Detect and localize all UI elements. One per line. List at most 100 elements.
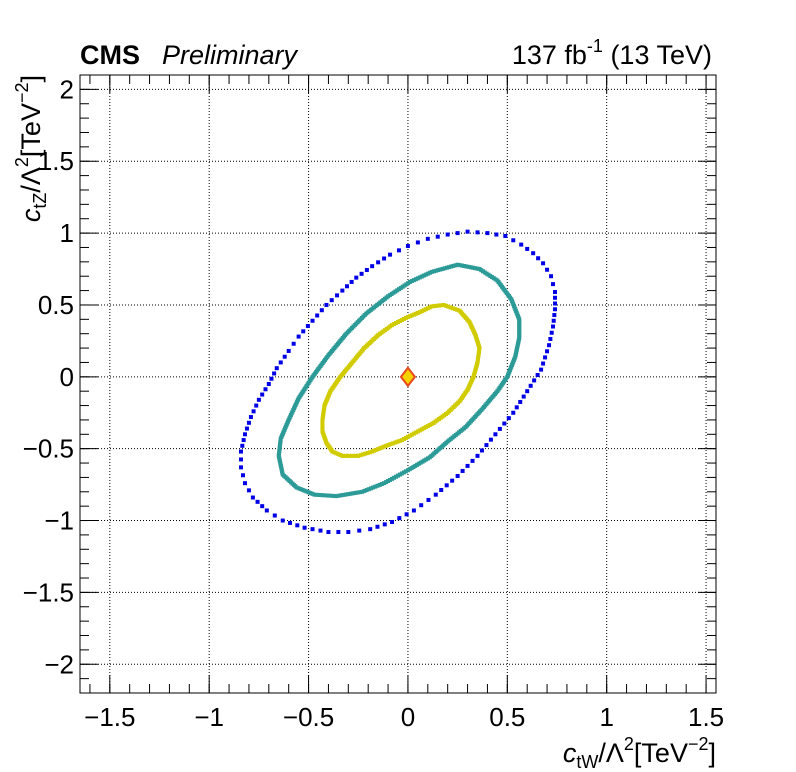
contour-point [435, 234, 440, 239]
contour-point [532, 378, 537, 383]
y-tick-label: 1.5 [38, 146, 74, 176]
contour-point [260, 392, 265, 397]
contour-point [415, 240, 420, 245]
contour-point [444, 483, 449, 488]
contour-point [357, 528, 362, 533]
contour-point [525, 389, 530, 394]
axis-ticks [80, 74, 716, 694]
y-tick-label: 2 [60, 74, 74, 104]
contour-point [442, 266, 447, 271]
contour-point [460, 468, 465, 473]
contour-point [305, 324, 310, 329]
y-tick-label: 0 [60, 362, 74, 392]
y-axis-label: ctZ/Λ2[TeV−2] [12, 75, 50, 222]
contour-point [497, 426, 502, 431]
lumi-label: 137 fb-1 (13 TeV) [512, 36, 712, 70]
contour-point [363, 451, 368, 456]
contour-point [341, 492, 346, 497]
contour-point [382, 481, 387, 486]
experiment-label: CMS [80, 40, 140, 70]
contour-point [371, 485, 376, 490]
contour-point [266, 382, 271, 386]
contour-point [436, 268, 441, 273]
lumi-energy: (13 TeV) [603, 40, 712, 70]
contour-point [302, 525, 307, 530]
contour-point [246, 420, 251, 425]
contour-point [447, 265, 452, 270]
contour-point [368, 527, 373, 532]
contour-point [318, 528, 323, 533]
contour-point [356, 453, 361, 458]
contour-point [346, 492, 351, 497]
contour-point [551, 282, 556, 287]
contour-point [395, 439, 400, 444]
contour-point [438, 267, 443, 272]
contour-point [521, 394, 526, 399]
contour-point [468, 265, 473, 270]
contour-point [360, 489, 365, 494]
contour-point [446, 304, 451, 309]
contour-point [444, 265, 449, 270]
contour-point [549, 330, 554, 335]
best-fit-marker [399, 366, 417, 388]
contour-point [518, 399, 523, 404]
contour-point [393, 440, 398, 445]
contour-point [364, 488, 369, 493]
contour-point [280, 518, 285, 523]
contour-point [455, 231, 460, 236]
contour-point [503, 233, 508, 238]
contour-point [365, 450, 370, 455]
x-axis-label-close: ] [708, 738, 716, 768]
contour-point [278, 360, 283, 365]
contour-point [364, 267, 369, 272]
contour-point [315, 313, 320, 318]
contour-point [396, 248, 401, 253]
contour-point [296, 334, 301, 339]
contour-point [355, 490, 360, 495]
contour-point [553, 295, 558, 300]
contour-point [240, 473, 245, 478]
contour-point [288, 520, 293, 525]
contour-point [324, 493, 329, 498]
contour-point [488, 437, 493, 442]
contour-point [547, 343, 552, 348]
contour-point [286, 348, 291, 353]
contour-point [514, 405, 519, 410]
contour-point [470, 458, 475, 463]
contour-point [329, 298, 334, 303]
contour-point [238, 449, 243, 454]
contour-point [439, 303, 444, 308]
contour-point [511, 238, 516, 243]
contour-point [432, 304, 437, 309]
contour-point [282, 354, 287, 359]
contour-1 [320, 302, 482, 458]
contour-point [453, 307, 458, 312]
contour-point [449, 264, 454, 269]
contour-point [455, 473, 460, 478]
y-axis-label-unit-sup: −2 [12, 83, 32, 104]
contour-point [370, 264, 375, 269]
x-axis-label-mid: /Λ [598, 738, 624, 768]
status-label: Preliminary [162, 40, 299, 70]
contour-point [475, 230, 480, 235]
contour-point [344, 453, 349, 458]
contour-point [357, 490, 362, 495]
x-tick-label: −0.5 [283, 702, 334, 732]
contour-point [379, 482, 384, 487]
contour-point [453, 263, 458, 268]
plot-frame [79, 74, 717, 694]
contour-point [368, 486, 373, 491]
contour-point [353, 453, 358, 458]
contour-point [475, 453, 480, 458]
contour-point [336, 493, 341, 498]
contour-point [386, 442, 391, 447]
contour-point [519, 242, 524, 247]
contour-point [425, 236, 430, 241]
contour-point [399, 438, 404, 443]
contour-point [525, 246, 530, 251]
contour-point [382, 522, 387, 527]
contour-point [310, 527, 315, 532]
lumi-prefix: 137 fb [512, 40, 587, 70]
contour-point [450, 306, 455, 311]
contour-point [354, 275, 359, 280]
